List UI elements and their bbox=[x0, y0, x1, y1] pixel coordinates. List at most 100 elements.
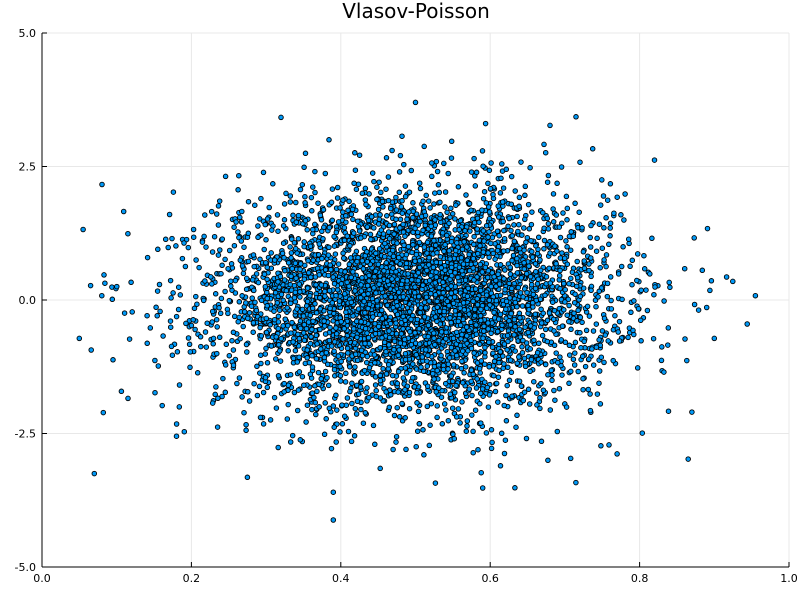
data-point bbox=[185, 244, 192, 251]
data-point bbox=[402, 356, 409, 363]
data-point bbox=[505, 364, 511, 371]
data-point bbox=[503, 298, 510, 305]
data-point bbox=[464, 257, 470, 263]
data-point bbox=[478, 317, 484, 324]
data-point bbox=[599, 328, 606, 334]
data-point bbox=[464, 418, 471, 424]
data-point bbox=[372, 330, 379, 337]
data-point bbox=[292, 245, 299, 252]
data-point bbox=[366, 394, 372, 401]
data-point bbox=[190, 226, 197, 233]
data-point bbox=[512, 485, 518, 491]
data-point bbox=[622, 191, 628, 197]
data-point bbox=[299, 181, 306, 188]
data-point bbox=[120, 208, 127, 215]
data-point bbox=[263, 345, 269, 352]
data-point bbox=[449, 405, 456, 411]
data-point bbox=[309, 390, 316, 396]
data-point bbox=[486, 167, 493, 174]
data-point bbox=[301, 321, 308, 328]
data-point bbox=[406, 189, 413, 195]
data-point bbox=[331, 424, 337, 430]
data-point bbox=[209, 308, 216, 315]
data-point bbox=[363, 201, 369, 208]
data-point bbox=[257, 370, 263, 376]
data-point bbox=[691, 235, 697, 241]
data-point bbox=[514, 412, 520, 419]
data-point bbox=[360, 420, 367, 426]
data-point bbox=[502, 437, 509, 443]
data-point bbox=[661, 298, 667, 304]
data-point bbox=[723, 274, 730, 280]
data-point bbox=[260, 169, 267, 176]
data-point bbox=[257, 352, 264, 358]
data-point bbox=[264, 303, 270, 309]
data-point bbox=[240, 323, 246, 330]
data-point bbox=[399, 198, 405, 204]
data-point bbox=[322, 267, 329, 273]
data-point bbox=[481, 323, 487, 330]
data-point bbox=[406, 405, 413, 412]
data-point bbox=[471, 233, 477, 240]
data-point bbox=[521, 225, 527, 231]
data-point bbox=[548, 367, 554, 374]
data-point bbox=[310, 226, 316, 233]
data-point bbox=[519, 303, 526, 309]
data-point bbox=[230, 362, 237, 368]
data-point bbox=[348, 274, 354, 281]
data-point bbox=[302, 193, 308, 200]
data-point bbox=[559, 372, 565, 378]
data-point bbox=[181, 428, 188, 435]
data-point bbox=[126, 336, 133, 342]
data-point bbox=[555, 359, 561, 366]
data-point bbox=[347, 242, 353, 249]
data-point bbox=[547, 250, 553, 256]
data-point bbox=[547, 407, 554, 413]
data-point bbox=[411, 289, 418, 296]
data-point bbox=[466, 251, 472, 258]
data-point bbox=[604, 280, 611, 287]
data-point bbox=[285, 401, 291, 408]
data-point bbox=[431, 376, 437, 382]
data-point bbox=[214, 424, 221, 430]
data-point bbox=[535, 276, 541, 282]
data-point bbox=[271, 316, 278, 323]
data-point bbox=[386, 404, 393, 411]
data-point bbox=[420, 227, 426, 234]
data-point bbox=[347, 388, 353, 395]
data-point bbox=[285, 322, 291, 329]
data-point bbox=[307, 340, 314, 347]
data-point bbox=[404, 284, 410, 291]
data-point bbox=[288, 330, 294, 336]
data-point bbox=[341, 237, 348, 244]
data-point bbox=[175, 284, 182, 290]
data-point bbox=[493, 380, 500, 387]
data-point bbox=[464, 293, 471, 300]
data-point bbox=[144, 340, 150, 347]
data-point bbox=[313, 355, 320, 362]
data-point bbox=[475, 446, 481, 453]
data-point bbox=[272, 289, 279, 296]
data-point bbox=[280, 223, 287, 229]
data-point bbox=[284, 305, 290, 311]
data-point bbox=[238, 219, 245, 225]
data-point bbox=[352, 339, 358, 346]
data-point bbox=[420, 368, 427, 375]
data-point bbox=[506, 215, 512, 222]
data-point bbox=[556, 385, 563, 392]
data-point bbox=[554, 428, 561, 435]
data-point bbox=[537, 395, 543, 401]
data-point bbox=[448, 344, 455, 351]
data-point bbox=[451, 294, 458, 300]
data-point bbox=[424, 403, 431, 410]
data-point bbox=[317, 306, 324, 312]
data-point bbox=[456, 226, 462, 233]
data-point bbox=[681, 265, 688, 272]
data-point bbox=[704, 225, 711, 232]
data-point bbox=[460, 379, 466, 386]
data-point bbox=[509, 393, 515, 399]
data-point bbox=[394, 240, 400, 246]
data-point bbox=[643, 287, 649, 293]
data-point bbox=[366, 278, 372, 284]
data-point bbox=[326, 287, 333, 294]
